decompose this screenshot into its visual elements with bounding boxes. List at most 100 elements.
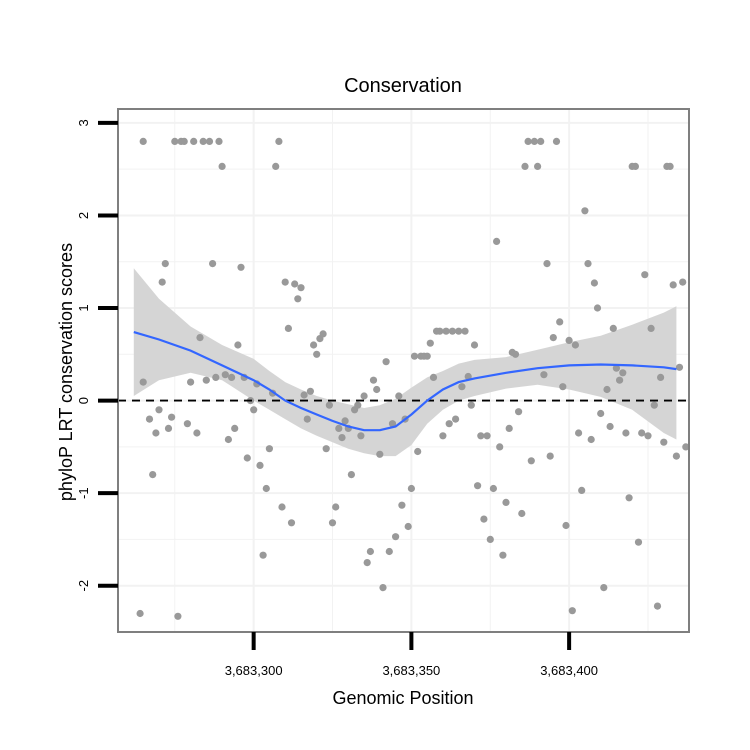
data-point (445, 420, 453, 428)
data-point (511, 350, 520, 358)
data-point (183, 420, 191, 428)
data-point (562, 521, 570, 530)
data-point (325, 401, 333, 409)
data-point (505, 424, 513, 432)
data-point (625, 494, 633, 502)
data-point (496, 443, 504, 451)
data-point (145, 415, 154, 423)
data-point (209, 260, 217, 268)
data-point (675, 363, 684, 371)
data-point (644, 432, 652, 440)
data-point (493, 237, 501, 245)
data-point (332, 503, 340, 511)
data-point (565, 336, 573, 344)
data-point (297, 284, 305, 292)
data-point (385, 547, 393, 556)
data-point (259, 551, 267, 559)
data-points (136, 137, 690, 620)
data-point (458, 383, 466, 391)
data-point (530, 137, 539, 145)
data-point (410, 352, 419, 360)
data-point (470, 341, 479, 349)
data-point (404, 522, 412, 531)
data-point (190, 137, 198, 145)
y-tick-label: 3 (76, 119, 91, 126)
data-point (196, 334, 204, 342)
y-tick-label: 2 (76, 212, 91, 219)
data-point (328, 519, 337, 527)
data-point (218, 162, 226, 170)
data-point (366, 547, 374, 556)
data-point (168, 413, 176, 421)
data-point (521, 162, 529, 170)
data-point (480, 515, 488, 523)
data-point (436, 327, 444, 335)
data-point (303, 415, 311, 423)
data-point (310, 341, 318, 349)
data-point (597, 409, 605, 418)
data-point (136, 609, 144, 618)
data-point (180, 137, 188, 145)
data-point (139, 378, 147, 386)
y-tick-label: -1 (76, 487, 91, 499)
data-point (369, 376, 378, 384)
data-point (139, 137, 147, 145)
data-point (414, 447, 422, 456)
data-point (682, 443, 690, 451)
data-point (373, 385, 381, 394)
data-point (313, 350, 321, 358)
data-point (669, 281, 677, 289)
data-point (149, 471, 157, 479)
data-point (546, 452, 554, 460)
data-point (502, 498, 510, 506)
confidence-band (133, 268, 677, 457)
y-tick-label: 0 (76, 397, 91, 404)
data-point (672, 452, 681, 460)
data-point (300, 391, 308, 399)
x-axis-ticks: 3,683,300 3,683,350 3,683,400 (225, 632, 598, 678)
data-point (653, 602, 662, 610)
data-point (193, 429, 201, 437)
data-point (281, 278, 289, 286)
data-point (398, 501, 406, 509)
data-point (407, 484, 415, 493)
data-point (360, 392, 368, 400)
data-point (228, 373, 236, 381)
data-point (581, 207, 589, 215)
data-point (499, 551, 507, 559)
data-point (199, 137, 207, 145)
data-point (590, 279, 599, 287)
data-point (634, 538, 643, 546)
data-point (231, 424, 239, 432)
data-point (265, 445, 273, 453)
data-point (287, 519, 296, 527)
data-point (540, 371, 548, 379)
data-point (250, 406, 258, 414)
smooth-line (133, 331, 677, 432)
data-point (515, 408, 523, 416)
data-point (666, 162, 674, 170)
data-point (429, 373, 438, 381)
data-point (534, 162, 542, 170)
data-point (275, 137, 283, 145)
x-tick-label: 3,683,400 (540, 663, 598, 678)
data-point (243, 454, 251, 462)
data-point (622, 429, 630, 437)
data-point (237, 263, 245, 271)
data-point (556, 318, 564, 326)
data-point (524, 137, 532, 145)
data-point (464, 372, 472, 381)
data-point (234, 341, 242, 349)
data-point (452, 415, 460, 423)
data-point (338, 434, 346, 442)
data-point (388, 420, 397, 428)
panel-border (117, 108, 690, 633)
data-point (322, 445, 330, 453)
data-point (474, 482, 482, 490)
data-point (442, 327, 450, 335)
data-point (395, 392, 403, 400)
y-axis-label: phyloP LRT conservation scores (56, 243, 76, 501)
data-point (379, 584, 387, 592)
data-point (319, 330, 327, 338)
data-point (612, 364, 621, 372)
